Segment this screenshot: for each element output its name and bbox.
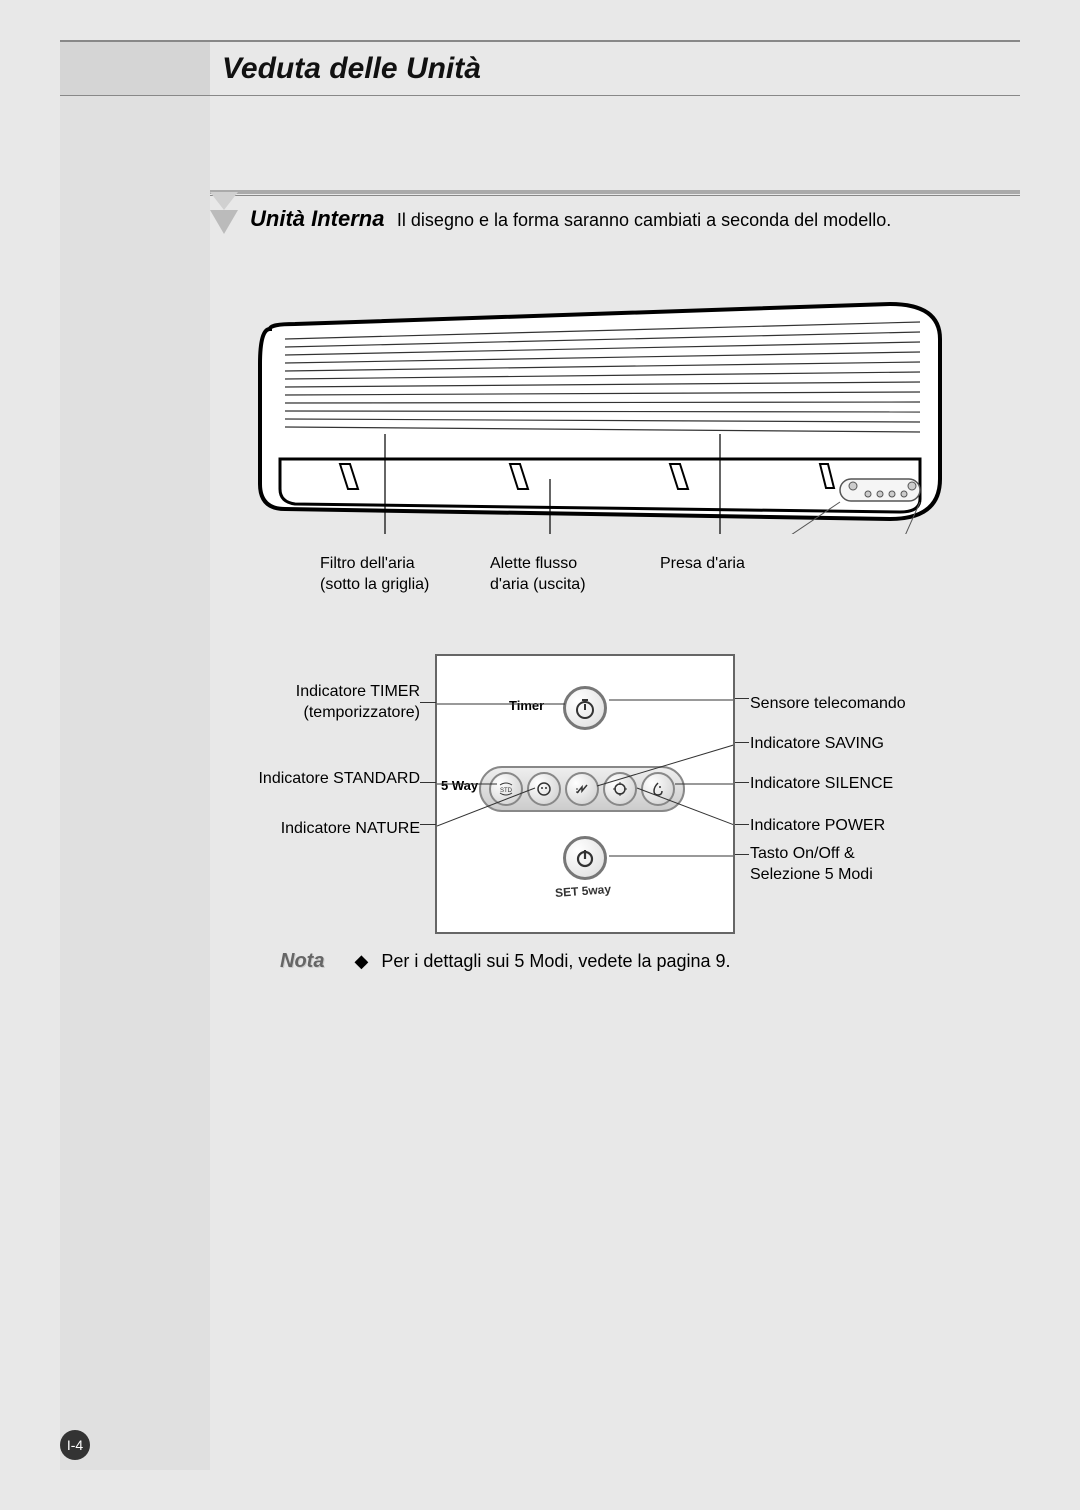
callout-power-text: Indicatore POWER	[750, 817, 885, 834]
leader-power	[735, 824, 749, 825]
callout-air-filter-l1: Filtro dell'aria	[320, 554, 429, 575]
callout-timer-indicator: Indicatore TIMER (temporizzatore)	[230, 682, 420, 724]
callout-saving-indicator: Indicatore SAVING	[750, 734, 884, 755]
title-bar: Veduta delle Unità	[60, 40, 1020, 96]
callout-remote-text: Sensore telecomando	[750, 695, 906, 712]
panel-leader-lines	[437, 656, 733, 932]
leader-nature	[420, 824, 436, 825]
callout-silence-text: Indicatore SILENCE	[750, 775, 893, 792]
callout-standard-indicator: Indicatore STANDARD	[200, 769, 420, 790]
callout-air-intake: Presa d'aria	[660, 554, 745, 575]
note-text: ◆ Per i dettagli sui 5 Modi, vedete la p…	[354, 951, 730, 972]
section-heading: Unità Interna Il disegno e la forma sara…	[210, 200, 1020, 234]
triangle-icon	[210, 210, 238, 234]
content-area: Unità Interna Il disegno e la forma sara…	[210, 160, 1020, 984]
left-sidebar	[60, 96, 210, 1470]
leader-onoff	[735, 854, 749, 855]
title-left-block	[60, 42, 210, 95]
callout-onoff-l2: Selezione 5 Modi	[750, 865, 873, 886]
ac-unit-illustration	[250, 284, 950, 534]
leader-standard	[420, 782, 436, 783]
callout-onoff: Tasto On/Off & Selezione 5 Modi	[750, 844, 873, 886]
callout-timer-l2: (temporizzatore)	[230, 703, 420, 724]
leader-saving	[735, 742, 749, 743]
note-label: Nota	[280, 950, 324, 973]
callout-air-filter-l2: (sotto la griglia)	[320, 575, 429, 596]
page-number-badge: I-4	[60, 1430, 90, 1460]
callout-silence-indicator: Indicatore SILENCE	[750, 774, 893, 795]
note-body: Per i dettagli sui 5 Modi, vedete la pag…	[381, 951, 730, 971]
page-number: I-4	[67, 1437, 83, 1453]
callout-air-filter: Filtro dell'aria (sotto la griglia)	[320, 554, 429, 596]
callout-air-flaps-l1: Alette flusso	[490, 554, 586, 575]
callout-onoff-l1: Tasto On/Off &	[750, 844, 873, 865]
callout-nature-text: Indicatore NATURE	[281, 820, 420, 837]
callout-nature-indicator: Indicatore NATURE	[220, 819, 420, 840]
page-title: Veduta delle Unità	[210, 52, 481, 86]
control-panel-zoom: Timer STD	[435, 654, 735, 934]
document-page: Veduta delle Unità Unità Interna Il dise…	[60, 40, 1020, 1470]
callout-saving-text: Indicatore SAVING	[750, 735, 884, 752]
callout-remote-sensor: Sensore telecomando	[750, 694, 906, 715]
callout-standard-text: Indicatore STANDARD	[258, 770, 420, 787]
callout-air-flaps: Alette flusso d'aria (uscita)	[490, 554, 586, 596]
callout-timer-l1: Indicatore TIMER	[230, 682, 420, 703]
diagram-area: Filtro dell'aria (sotto la griglia) Alet…	[210, 264, 990, 984]
callout-power-indicator: Indicatore POWER	[750, 816, 885, 837]
leader-silence	[735, 782, 749, 783]
callout-air-flaps-l2: d'aria (uscita)	[490, 575, 586, 596]
callout-air-intake-text: Presa d'aria	[660, 554, 745, 575]
section-label: Unità Interna	[250, 206, 384, 231]
leader-timer	[420, 702, 436, 703]
heading-rule	[210, 190, 1020, 196]
section-description: Il disegno e la forma saranno cambiati a…	[397, 210, 891, 230]
leader-remote	[735, 698, 749, 699]
note-bullet: ◆	[354, 951, 368, 971]
note-row: Nota ◆ Per i dettagli sui 5 Modi, vedete…	[280, 950, 731, 973]
